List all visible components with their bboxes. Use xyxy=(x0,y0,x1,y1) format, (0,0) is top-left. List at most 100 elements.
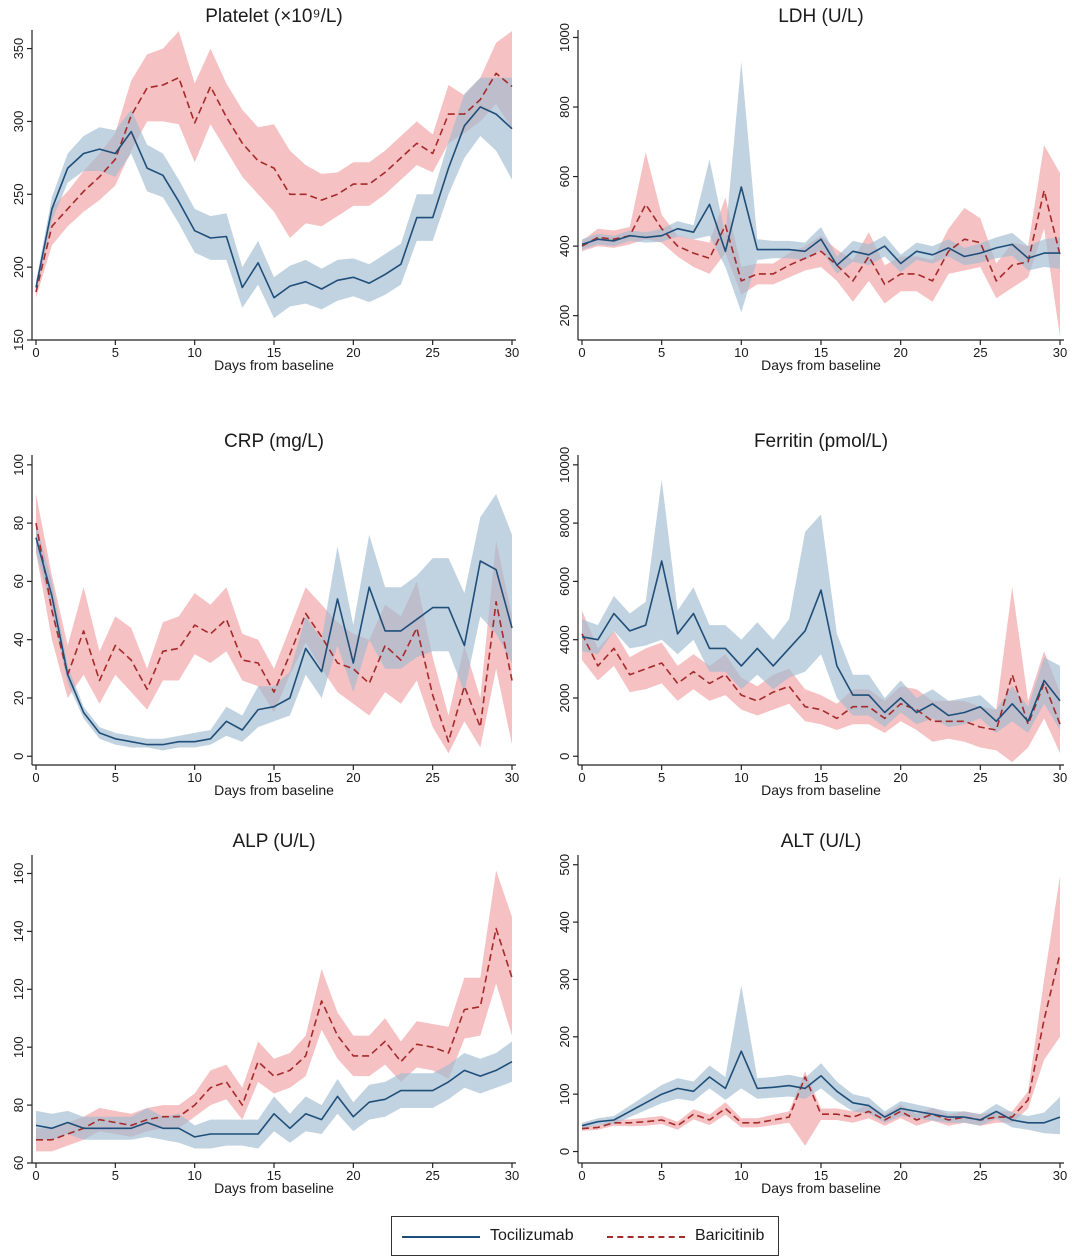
y-tick-label-alp: 60 xyxy=(11,1156,26,1170)
y-tick-label-alt: 500 xyxy=(557,854,572,876)
x-tick-label-alp: 25 xyxy=(425,1168,439,1183)
panel-title-alp: ALP (U/L) xyxy=(232,831,315,852)
x-axis-label-crp: Days from baseline xyxy=(214,782,334,798)
series-line-baricitinib-alp xyxy=(36,927,513,1141)
series-line-baricitinib-crp xyxy=(35,522,513,743)
y-tick-label-ferritin: 0 xyxy=(557,753,572,760)
x-tick-label-ldh: 25 xyxy=(973,345,987,360)
y-tick-label-alt: 0 xyxy=(557,1148,572,1155)
y-tick-label-ferritin: 6000 xyxy=(557,567,572,596)
ci-band-tocilizumab-alp xyxy=(36,1041,512,1149)
panel-alt: ALT (U/L)0 5 10 15 20 25 300100200300400500Day… xyxy=(557,831,1067,1196)
x-tick-label-alp: 5 xyxy=(112,1168,119,1183)
x-tick-label-ferritin: 10 xyxy=(734,770,748,785)
y-tick-label-ferritin: 8000 xyxy=(557,509,572,538)
series-line-baricitinib-platelet xyxy=(35,72,513,293)
x-tick-label-alt: 10 xyxy=(734,1168,748,1183)
legend-label-baricitinib: Baricitinib xyxy=(695,1227,765,1244)
series-line-tocilizumab-crp xyxy=(35,537,513,746)
x-tick-label-ferritin: 20 xyxy=(893,770,907,785)
x-axis-label-alt: Days from baseline xyxy=(761,1180,881,1196)
legend-line-baricitinib xyxy=(607,1236,685,1238)
y-tick-label-ldh: 200 xyxy=(557,305,572,327)
panel-title-ferritin: Ferritin (pmol/L) xyxy=(754,431,888,452)
legend-line-tocilizumab xyxy=(402,1236,480,1238)
y-tick-label-ferritin: 2000 xyxy=(557,684,572,713)
x-tick-label-crp: 30 xyxy=(505,770,519,785)
x-tick-label-ldh: 5 xyxy=(658,345,665,360)
y-tick-label-crp: 80 xyxy=(11,516,26,530)
x-tick-label-platelet: 0 xyxy=(32,345,39,360)
x-tick-label-crp: 0 xyxy=(32,770,39,785)
panel-title-ldh: LDH (U/L) xyxy=(778,6,864,27)
x-tick-label-crp: 25 xyxy=(425,770,439,785)
x-tick-label-platelet: 15 xyxy=(267,345,281,360)
x-tick-label-crp: 5 xyxy=(112,770,119,785)
series-line-tocilizumab-platelet xyxy=(35,106,513,299)
x-tick-label-alp: 0 xyxy=(32,1168,39,1183)
x-tick-label-ldh: 0 xyxy=(578,345,585,360)
x-tick-label-platelet: 5 xyxy=(112,345,119,360)
x-tick-label-ferritin: 30 xyxy=(1053,770,1067,785)
series-line-baricitinib-ferritin xyxy=(581,633,1061,731)
x-tick-label-ferritin: 5 xyxy=(658,770,665,785)
x-tick-label-alp: 15 xyxy=(267,1168,281,1183)
panel-title-crp: CRP (mg/L) xyxy=(224,431,324,452)
y-tick-label-crp: 60 xyxy=(11,574,26,588)
ci-band-tocilizumab-platelet xyxy=(36,77,512,319)
x-tick-label-crp: 10 xyxy=(187,770,201,785)
panel-ldh: LDH (U/L) 0 5 10 15 20 25 30 200 400 600 800 1000 Day… xyxy=(557,6,1067,373)
y-tick-label-platelet: 250 xyxy=(11,183,26,205)
x-axis-label-platelet: Days from baseline xyxy=(214,357,334,373)
panel-ferritin: Ferritin (pmol/L) 0 5 10 15 20 25 30 0 2000 4000 60… xyxy=(557,431,1067,798)
panel-crp: CRP (mg/L) 0 5 10 15 20 25 30 0 20 40 60 80 100 Days f… xyxy=(11,431,519,798)
x-tick-label-platelet: 30 xyxy=(505,345,519,360)
x-axis-label-ferritin: Days from baseline xyxy=(761,782,881,798)
x-tick-label-ferritin: 25 xyxy=(973,770,987,785)
y-tick-label-ldh: 600 xyxy=(557,166,572,188)
x-tick-label-alt: 0 xyxy=(578,1168,585,1183)
y-tick-label-platelet: 350 xyxy=(11,38,26,60)
series-line-tocilizumab-alt xyxy=(581,1050,1061,1127)
panel-platelet: Platelet (×10⁹/L) 0 5 10 15 20 25 30 150 200 250 30… xyxy=(11,6,519,373)
y-tick-label-platelet: 150 xyxy=(11,329,26,351)
y-tick-label-crp: 100 xyxy=(11,454,26,476)
x-tick-label-ldh: 10 xyxy=(734,345,748,360)
legend: Tocilizumab Baricitinib xyxy=(391,1216,779,1256)
ci-band-baricitinib-platelet xyxy=(36,31,512,298)
x-tick-label-ferritin: 15 xyxy=(814,770,828,785)
y-tick-label-alp: 80 xyxy=(11,1098,26,1112)
y-tick-label-alp: 120 xyxy=(11,978,26,1000)
x-tick-label-crp: 20 xyxy=(346,770,360,785)
x-tick-label-alt: 30 xyxy=(1053,1168,1067,1183)
x-tick-label-ldh: 15 xyxy=(814,345,828,360)
x-tick-label-alt: 25 xyxy=(973,1168,987,1183)
y-tick-label-alt: 300 xyxy=(557,969,572,991)
legend-label-tocilizumab: Tocilizumab xyxy=(490,1227,574,1244)
x-tick-label-ferritin: 0 xyxy=(578,770,585,785)
ci-band-baricitinib-crp xyxy=(36,494,512,754)
x-axis-label-ldh: Days from baseline xyxy=(761,357,881,373)
series-line-tocilizumab-ferritin xyxy=(581,560,1061,723)
y-tick-label-alt: 400 xyxy=(557,911,572,933)
y-tick-label-alt: 100 xyxy=(557,1083,572,1105)
y-tick-label-ldh: 1000 xyxy=(557,23,572,52)
x-tick-label-alt: 20 xyxy=(893,1168,907,1183)
x-tick-label-alp: 10 xyxy=(187,1168,201,1183)
series-line-tocilizumab-ldh xyxy=(581,186,1060,267)
x-tick-label-alp: 30 xyxy=(505,1168,519,1183)
x-tick-label-crp: 15 xyxy=(267,770,281,785)
panel-title-alt: ALT (U/L) xyxy=(781,831,862,852)
y-tick-label-ferritin: 4000 xyxy=(557,625,572,654)
series-line-baricitinib-ldh xyxy=(581,189,1061,286)
x-tick-label-alp: 20 xyxy=(346,1168,360,1183)
series-line-tocilizumab-alp xyxy=(35,1060,513,1138)
y-tick-label-alp: 100 xyxy=(11,1036,26,1058)
y-tick-label-alt: 200 xyxy=(557,1026,572,1048)
y-tick-label-ldh: 400 xyxy=(557,235,572,257)
y-tick-label-alp: 160 xyxy=(11,863,26,885)
y-tick-label-ldh: 800 xyxy=(557,96,572,118)
y-tick-label-crp: 40 xyxy=(11,632,26,646)
